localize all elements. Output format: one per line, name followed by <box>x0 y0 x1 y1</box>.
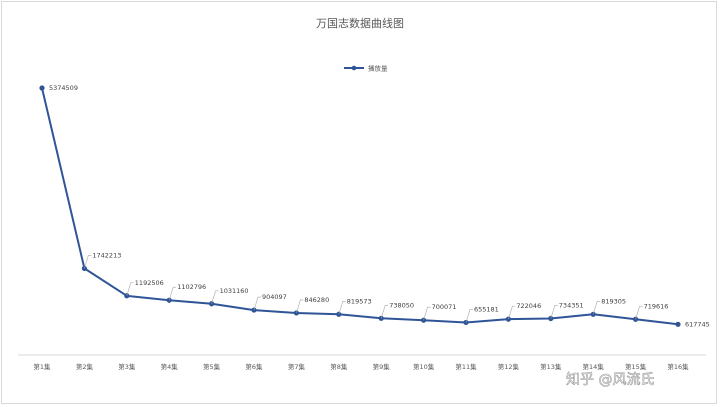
data-label-leader <box>465 309 473 323</box>
data-label-leader <box>550 305 558 319</box>
data-label-leader <box>380 305 389 319</box>
data-label: 904097 <box>262 293 287 301</box>
x-tick-label: 第16集 <box>667 362 689 371</box>
data-label-leader <box>253 296 261 311</box>
data-label: 617745 <box>685 320 710 328</box>
x-tick-label: 第13集 <box>540 362 562 371</box>
x-tick-label: 第8集 <box>330 362 348 371</box>
data-point <box>675 321 681 327</box>
data-label: 819573 <box>347 297 372 305</box>
x-tick-label: 第9集 <box>373 362 391 371</box>
legend: 播放量 <box>344 64 388 73</box>
x-tick-label: 第14集 <box>583 362 605 371</box>
x-tick-label: 第4集 <box>161 362 179 371</box>
x-tick-label: 第12集 <box>498 362 520 371</box>
chart-title: 万国志数据曲线图 <box>316 16 404 30</box>
data-label: 719616 <box>644 302 669 310</box>
data-label: 700071 <box>432 303 457 311</box>
data-label-leader <box>592 300 601 315</box>
data-label-leader <box>84 255 92 269</box>
data-label: 1742213 <box>92 251 121 259</box>
data-label-leader <box>211 290 219 304</box>
x-tick-label: 第6集 <box>245 362 263 371</box>
x-tick-label: 第1集 <box>33 362 51 371</box>
data-label: 722046 <box>516 302 541 310</box>
x-tick-label: 第10集 <box>413 362 435 371</box>
data-label-leader <box>126 282 134 296</box>
x-tick-label: 第5集 <box>203 362 221 371</box>
data-label: 1192506 <box>135 279 164 287</box>
x-tick-label: 第15集 <box>625 362 647 371</box>
data-label: 1031160 <box>220 287 249 295</box>
data-label: 1102796 <box>177 283 206 291</box>
watermark-text: 知乎 @风流氏 <box>566 371 654 388</box>
x-tick-label: 第7集 <box>288 362 306 371</box>
data-label: 819305 <box>601 297 626 305</box>
data-label-leader <box>338 300 346 315</box>
legend-marker <box>351 65 357 71</box>
data-point <box>166 297 172 303</box>
legend-label: 播放量 <box>368 64 388 73</box>
data-label: 655181 <box>474 305 499 313</box>
data-label-leader <box>423 306 431 321</box>
x-tick-label: 第3集 <box>118 362 136 371</box>
data-label: 734351 <box>559 302 584 310</box>
data-label: 846280 <box>304 296 329 304</box>
x-tick-label: 第2集 <box>76 362 94 371</box>
series-line <box>41 87 679 326</box>
x-tick-label: 第11集 <box>455 362 477 371</box>
data-point <box>39 85 45 91</box>
data-label-leader <box>296 299 304 314</box>
data-label-leader <box>168 286 177 301</box>
data-label: 738050 <box>389 301 414 309</box>
series-marks: 5374509 1742213 1192506 1102796 1031160 90409… <box>33 84 709 371</box>
data-label-leader <box>508 305 516 320</box>
data-label-leader <box>635 305 643 320</box>
data-label: 5374509 <box>49 84 78 92</box>
